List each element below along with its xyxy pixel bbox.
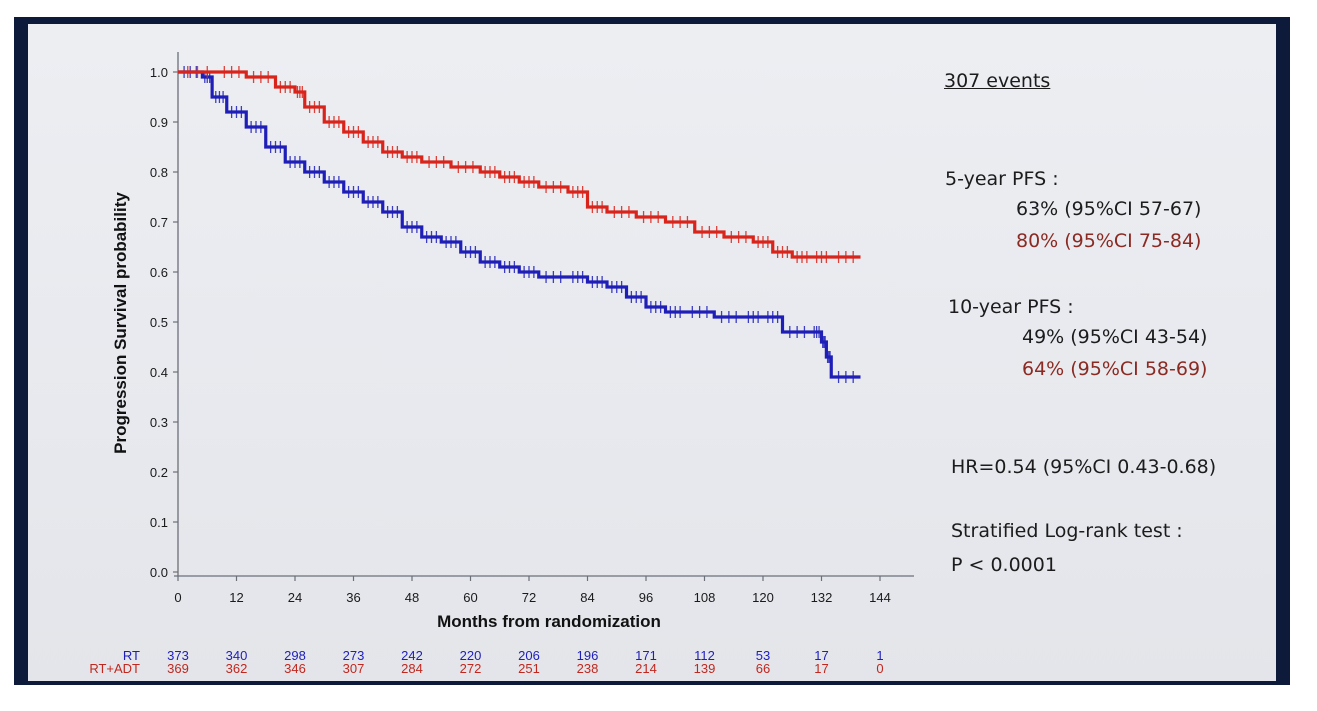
x-axis-title: Months from randomization [437,612,661,631]
risk-value: 373 [167,648,189,663]
x-tick-label: 24 [288,590,302,605]
risk-label-RT+ADT: RT+ADT [89,661,140,676]
risk-value: 17 [814,648,828,663]
risk-value: 340 [226,648,248,663]
slide: 0.0 0.1 0.2 0.3 0.4 0.5 0.6 0.7 0.8 0.9 1.0 0 12 24 36… [28,24,1276,681]
x-tick-label: 72 [522,590,536,605]
y-tick-label: 0.7 [150,215,168,230]
risk-value: 196 [577,648,599,663]
series-line-RT [178,70,861,379]
risk-value: 66 [756,661,770,676]
pfs10-rt-value: 49% (95%CI 43-54) [1022,326,1208,348]
y-axis-title: Progression Survival probability [111,192,130,454]
y-tick-label: 0.5 [150,315,168,330]
pfs10-adt-value: 64% (95%CI 58-69) [1022,358,1208,380]
x-tick-label: 132 [811,590,833,605]
risk-value: 272 [460,661,482,676]
risk-value: 206 [518,648,540,663]
risk-value: 17 [814,661,828,676]
risk-value: 112 [694,648,715,663]
x-tick-label: 120 [752,590,774,605]
risk-value: 242 [401,648,423,663]
risk-value: 284 [401,661,423,676]
x-tick-label: 0 [174,590,181,605]
risk-label-RT: RT [123,648,140,663]
y-tick-label: 0.3 [150,415,168,430]
x-tick-label: 60 [463,590,477,605]
risk-value: 369 [167,661,189,676]
x-tick-label: 48 [405,590,419,605]
censor-marks-RT+ADT [187,66,854,263]
risk-value: 307 [343,661,365,676]
x-tick-label: 144 [869,590,891,605]
axes [173,52,914,581]
pfs10-title: 10-year PFS : [948,296,1074,318]
tick-labels: 0.0 0.1 0.2 0.3 0.4 0.5 0.6 0.7 0.8 0.9 1.0 0 12 24 36… [150,65,891,605]
series-layer [178,66,861,383]
x-tick-label: 36 [346,590,360,605]
pfs5-title: 5-year PFS : [945,168,1059,190]
x-tick-label: 84 [580,590,594,605]
series-line-RT+ADT [178,70,861,259]
risk-value: 214 [635,661,657,676]
risk-value: 1 [876,648,883,663]
risk-value: 220 [460,648,482,663]
hazard-ratio: HR=0.54 (95%CI 0.43-0.68) [951,456,1217,478]
risk-value: 0 [876,661,883,676]
events-count: 307 events [944,70,1051,92]
y-tick-label: 0.8 [150,165,168,180]
risk-value: 251 [518,661,540,676]
risk-value: 362 [226,661,248,676]
risk-value: 238 [577,661,599,676]
risk-value: 139 [694,661,716,676]
pfs5-rt-value: 63% (95%CI 57-67) [1016,198,1202,220]
y-tick-label: 0.1 [150,515,168,530]
y-tick-label: 1.0 [150,65,168,80]
y-tick-label: 0.0 [150,565,168,580]
pfs5-adt-value: 80% (95%CI 75-84) [1016,230,1202,252]
risk-value: 298 [284,648,306,663]
p-value: P < 0.0001 [951,554,1057,576]
log-rank-title: Stratified Log-rank test : [951,520,1183,542]
x-tick-label: 12 [229,590,243,605]
risk-value: 346 [284,661,306,676]
y-tick-label: 0.9 [150,115,168,130]
censor-marks-RT [183,66,854,383]
risk-value: 273 [343,648,365,663]
y-tick-label: 0.2 [150,465,168,480]
km-chart: 0.0 0.1 0.2 0.3 0.4 0.5 0.6 0.7 0.8 0.9 1.0 0 12 24 36… [89,52,914,676]
y-tick-label: 0.6 [150,265,168,280]
x-tick-label: 96 [639,590,653,605]
x-tick-label: 108 [694,590,716,605]
risk-value: 53 [756,648,770,663]
y-tick-label: 0.4 [150,365,168,380]
risk-table: RT 373 340 298 273 242 220 206 196 171 112 53 17 1RT+… [89,648,883,676]
risk-value: 171 [635,648,657,663]
